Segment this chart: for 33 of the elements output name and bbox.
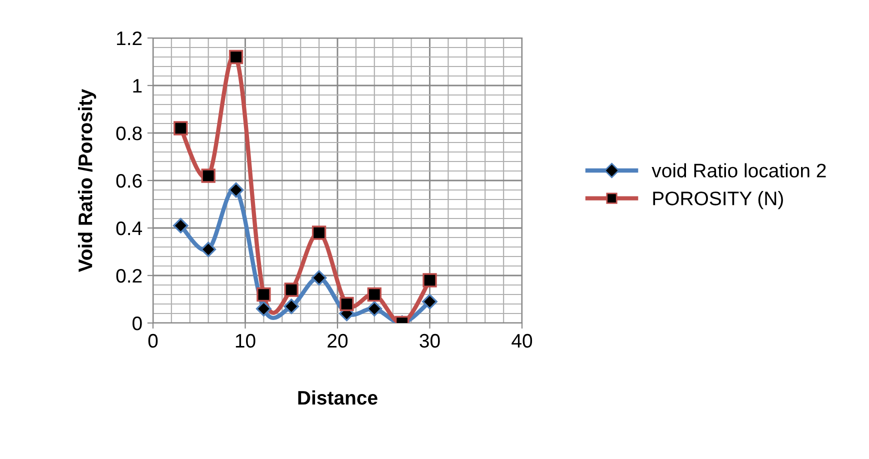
point — [311, 270, 327, 286]
x-tick-label: 30 — [420, 334, 440, 348]
x-axis-title: Distance — [298, 390, 378, 405]
point — [256, 287, 271, 302]
point — [340, 296, 354, 312]
y-axis-title: Void Ratio /Porosity — [78, 88, 96, 272]
point — [201, 168, 216, 183]
x-tick-label: 10 — [236, 334, 256, 348]
point — [200, 242, 216, 258]
legend-label: void Ratio location 2 — [652, 163, 826, 178]
y-tick-label: 0.8 — [116, 126, 142, 140]
point — [228, 182, 244, 198]
y-tick-label: 0.6 — [116, 174, 142, 188]
point — [256, 301, 272, 316]
y-tick-label: 0.4 — [116, 221, 142, 236]
point — [172, 218, 188, 234]
point — [284, 282, 298, 297]
y-tick-label: 0 — [132, 316, 142, 330]
point — [174, 121, 188, 136]
y-tick-label: 1 — [133, 79, 142, 93]
point — [422, 273, 437, 288]
y-tick-label: 1.2 — [117, 31, 142, 46]
x-tick-label: 20 — [328, 334, 348, 348]
point — [367, 287, 382, 302]
x-tick-label: 40 — [512, 334, 532, 348]
legend-label: POROSITY (N) — [653, 191, 783, 210]
point — [228, 50, 244, 64]
point — [284, 298, 300, 314]
point — [422, 294, 438, 310]
point — [312, 226, 326, 240]
point — [366, 301, 382, 316]
x-tick-label: 0 — [148, 334, 158, 348]
y-tick-label: 0.2 — [116, 268, 142, 283]
